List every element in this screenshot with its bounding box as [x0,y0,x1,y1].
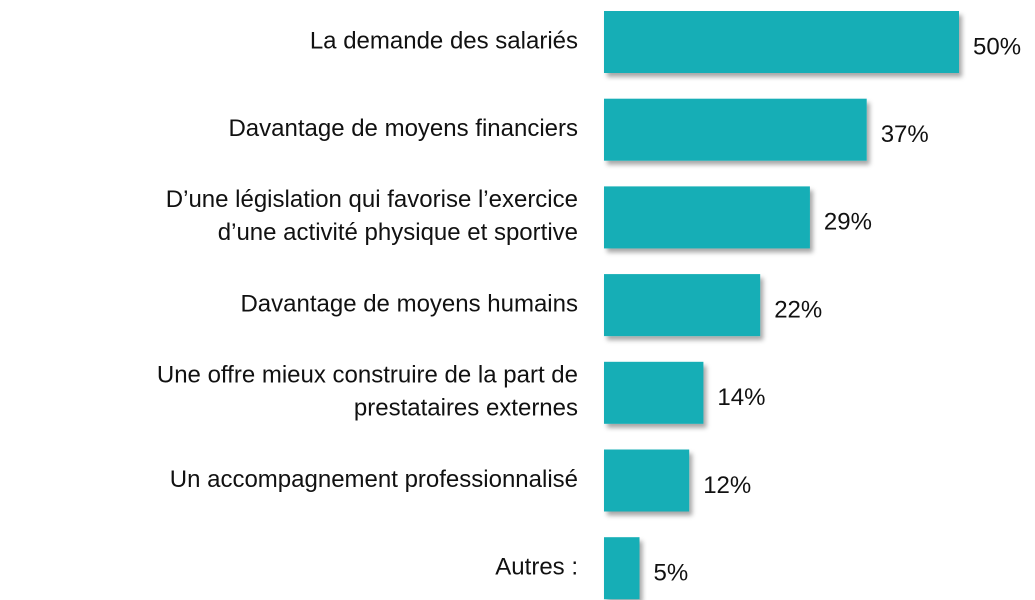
bar [604,537,640,600]
category-label-line: D’une législation qui favorise l’exercic… [166,186,578,213]
category-label-line: prestataires externes [354,395,578,422]
category-label: La demande des salariés [310,27,578,54]
bar [604,274,761,337]
category-label: Une offre mieux construire de la part de… [157,362,578,422]
bar [604,361,704,424]
value-label: 5% [654,560,689,587]
bar [604,98,867,161]
value-label: 50% [973,33,1021,60]
category-label-line: Une offre mieux construire de la part de [157,362,578,389]
category-label: Davantage de moyens financiers [228,115,578,142]
value-label: 12% [703,472,751,499]
bar [604,449,690,512]
category-label-line: d’une activité physique et sportive [218,219,578,246]
category-label: Un accompagnement professionnalisé [170,466,578,493]
value-label: 14% [717,384,765,411]
value-label: 22% [774,296,822,323]
value-label: 29% [824,209,872,236]
value-label: 37% [881,121,929,148]
bar [604,11,959,73]
category-label: Autres : [495,554,578,581]
category-label: Davantage de moyens humains [240,290,578,317]
category-label: D’une législation qui favorise l’exercic… [166,186,578,246]
bar [604,186,810,249]
